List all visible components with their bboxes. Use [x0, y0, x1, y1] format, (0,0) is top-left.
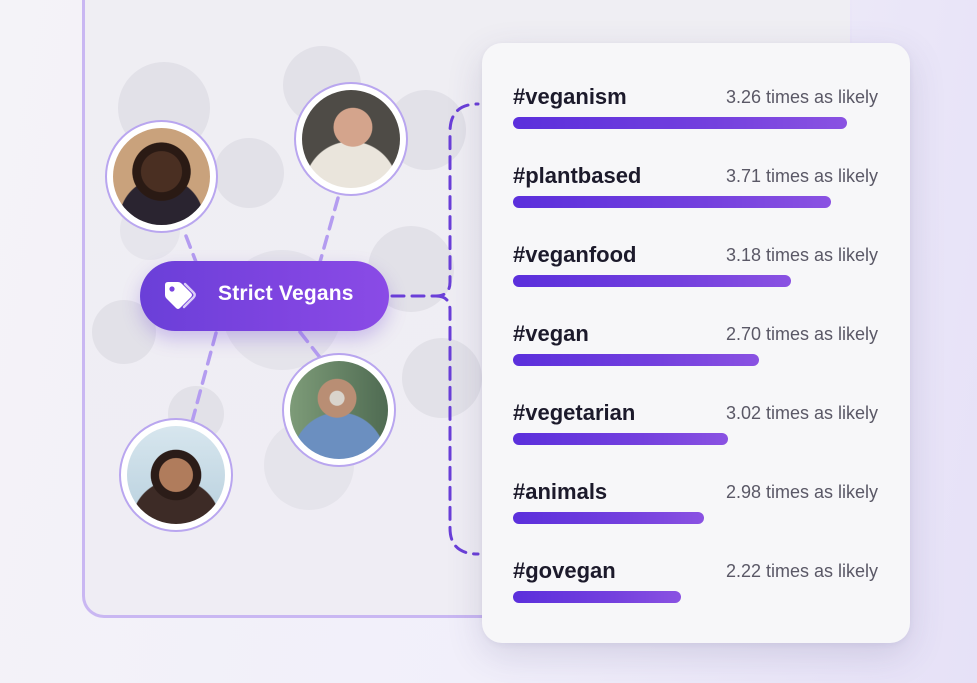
decor-bubble	[214, 138, 284, 208]
decor-bubble	[402, 338, 482, 418]
interest-likelihood: 2.22 times as likely	[725, 561, 878, 581]
interest-bar	[513, 512, 704, 524]
interest-hashtag: #veganfood	[513, 242, 637, 267]
older-man-glasses-avatar	[282, 353, 396, 467]
interest-bar	[513, 354, 759, 366]
interest-hashtag: #animals	[513, 479, 608, 504]
woman-braids-avatar	[105, 120, 218, 233]
segment-tag[interactable]: Strict Vegans	[140, 261, 389, 331]
interest-row: #govegan 2.22 times as likely	[513, 558, 878, 618]
connector-line	[184, 234, 198, 264]
interest-likelihood: 3.71 times as likely	[725, 166, 878, 186]
interest-row: #animals 2.98 times as likely	[513, 479, 878, 539]
interest-hashtag: #govegan	[513, 558, 616, 583]
tag-icon	[165, 282, 196, 309]
interest-row: #veganfood 3.18 times as likely	[513, 242, 878, 302]
smiling-woman-avatar	[119, 418, 233, 532]
interests-card: #veganism 3.26 times as likely #plantbased…	[482, 43, 910, 643]
interest-likelihood: 2.98 times as likely	[725, 482, 878, 502]
interest-likelihood: 3.26 times as likely	[725, 87, 878, 107]
connector-line	[298, 330, 324, 362]
interest-bar	[513, 117, 847, 129]
interest-row: #vegetarian 3.02 times as likely	[513, 400, 878, 460]
avatar-photo	[113, 128, 210, 225]
connector-line	[318, 196, 340, 264]
interest-bar	[513, 275, 791, 287]
interest-likelihood: 2.70 times as likely	[725, 324, 878, 344]
bald-man-avatar	[294, 82, 408, 196]
avatar-photo	[290, 361, 388, 459]
interest-row: #vegan 2.70 times as likely	[513, 321, 878, 381]
interest-bar	[513, 591, 681, 603]
interest-likelihood: 3.02 times as likely	[725, 403, 878, 423]
interest-hashtag: #vegan	[513, 321, 589, 346]
bracket-connector	[434, 294, 480, 556]
avatar-photo	[127, 426, 225, 524]
connector-line	[190, 331, 218, 424]
interest-bar	[513, 433, 728, 445]
interest-bar	[513, 196, 831, 208]
interest-row: #veganism 3.26 times as likely	[513, 84, 878, 144]
interest-hashtag: #veganism	[513, 84, 627, 109]
interest-hashtag: #plantbased	[513, 163, 642, 188]
segment-label: Strict Vegans	[218, 282, 354, 305]
interest-likelihood: 3.18 times as likely	[725, 245, 878, 265]
interest-row: #plantbased 3.71 times as likely	[513, 163, 878, 223]
avatar-photo	[302, 90, 400, 188]
interest-hashtag: #vegetarian	[513, 400, 636, 425]
